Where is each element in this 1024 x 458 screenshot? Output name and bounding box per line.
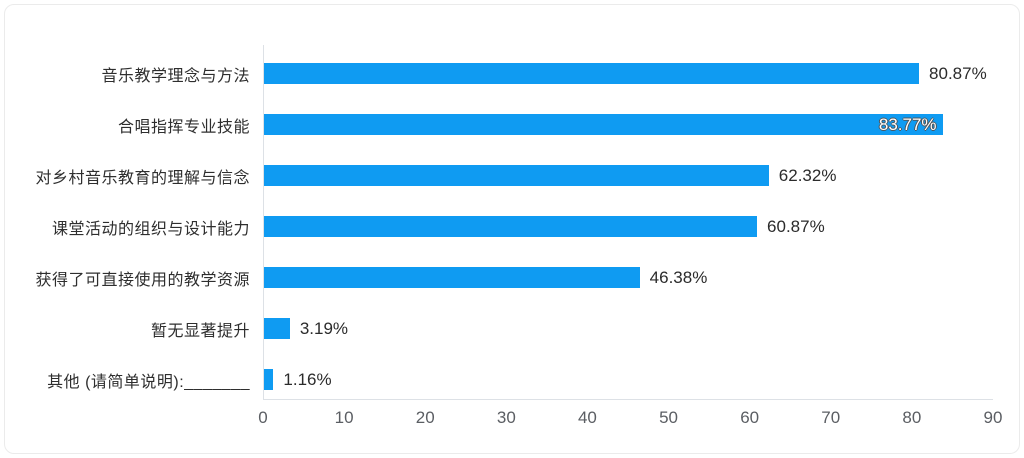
bar-track: 1.16% [264, 369, 993, 390]
x-axis-tick-label: 60 [740, 408, 760, 427]
bar-track: 60.87% [264, 216, 993, 237]
bar-track: 46.38% [264, 267, 993, 288]
bar: 1.16% [264, 369, 332, 390]
chart-row: 其他 (请简单说明):_______ 1.16% [47, 354, 993, 405]
x-axis-tick-label: 50 [659, 408, 679, 427]
bar-track: 62.32% [264, 165, 993, 186]
category-label: 合唱指挥专业技能 [117, 118, 250, 136]
x-axis-tick-label: 30 [496, 408, 516, 427]
bar: 83.77% [264, 114, 943, 135]
chart-row: 课堂活动的组织与设计能力 60.87% [52, 201, 993, 252]
chart-row: 音乐教学理念与方法 80.87% [101, 48, 993, 99]
value-label: 46.38% [649, 267, 708, 287]
value-label: 60.87% [767, 216, 825, 236]
chart-row: 获得了可直接使用的教学资源 46.38% [35, 252, 993, 303]
chart-frame: 音乐教学理念与方法 80.87% 合唱指挥专业技能 83.77% 对乡村音乐教育的理解与… [4, 4, 1020, 454]
category-label: 暂无显著提升 [150, 322, 250, 340]
bar-track: 83.77% [264, 114, 993, 135]
value-label: 3.19% [299, 318, 349, 338]
chart-row: 暂无显著提升 3.19% [151, 303, 993, 354]
bar: 46.38% [264, 267, 707, 288]
value-label: 1.16% [283, 369, 332, 389]
bar-rows: 音乐教学理念与方法 80.87% 合唱指挥专业技能 83.77% 对乡村音乐教育的理解与… [35, 48, 993, 405]
chart-row: 对乡村音乐教育的理解与信念 62.32% [35, 150, 993, 201]
bar-track: 80.87% [264, 63, 993, 84]
value-label: 80.87% [929, 63, 987, 83]
x-axis-tick-label: 80 [902, 408, 922, 427]
x-axis-tick-label: 90 [983, 408, 1003, 427]
category-label: 其他 (请简单说明):_______ [47, 373, 250, 391]
category-label: 获得了可直接使用的教学资源 [35, 271, 250, 289]
category-label: 音乐教学理念与方法 [101, 67, 250, 85]
category-label: 对乡村音乐教育的理解与信念 [35, 169, 250, 187]
x-axis-tick-label: 40 [577, 408, 597, 427]
x-axis-tick-label: 10 [334, 408, 354, 427]
bar: 80.87% [264, 63, 987, 84]
bar: 60.87% [264, 216, 825, 237]
x-axis: 0 10 20 30 40 50 60 70 80 90 [258, 408, 1002, 434]
x-axis-tick-label: 70 [821, 408, 841, 427]
x-axis-tick-label: 0 [258, 408, 268, 427]
value-label: 83.77% [878, 114, 937, 134]
bar-track: 3.19% [264, 318, 993, 339]
bar: 62.32% [264, 165, 836, 186]
chart-row: 合唱指挥专业技能 83.77% [118, 99, 993, 150]
category-label: 课堂活动的组织与设计能力 [51, 220, 250, 238]
bar: 3.19% [264, 318, 348, 339]
plot-area: 音乐教学理念与方法 80.87% 合唱指挥专业技能 83.77% 对乡村音乐教育的理解与… [35, 45, 993, 400]
x-axis-tick-label: 20 [415, 408, 435, 427]
value-label: 62.32% [778, 165, 837, 185]
